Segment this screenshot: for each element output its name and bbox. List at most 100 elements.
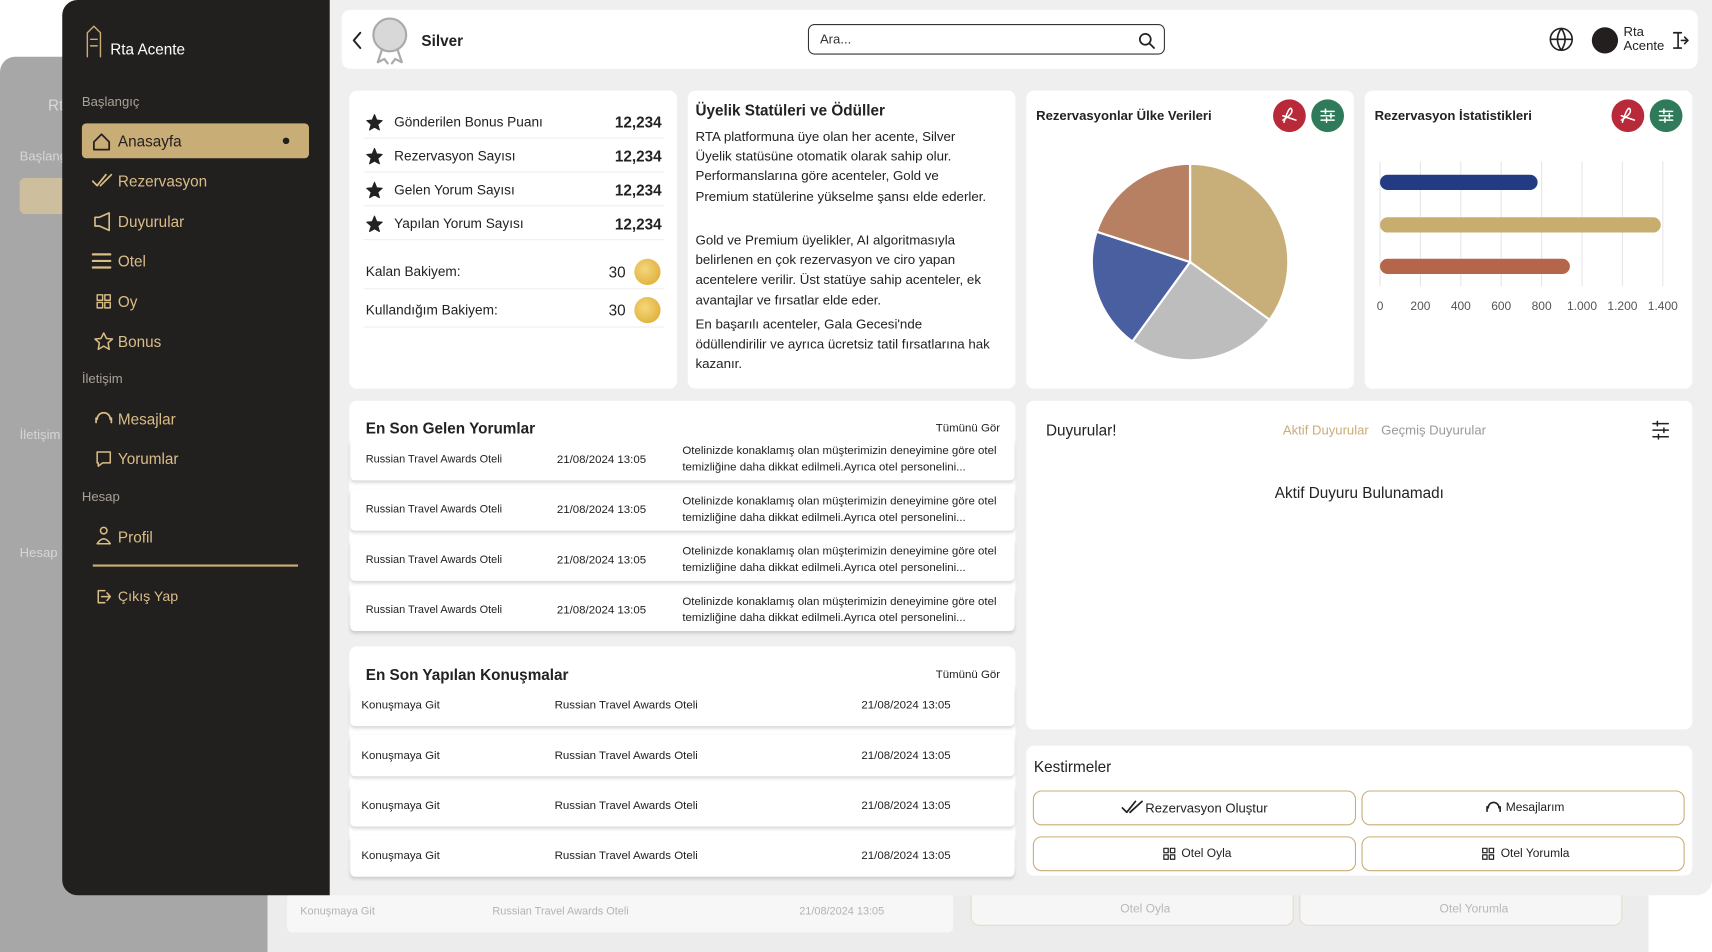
stat-value: 12,234 [614, 147, 662, 165]
stat-label: Gelen Yorum Sayısı [394, 182, 515, 198]
tab[interactable]: Aktif Duyurular [1282, 422, 1369, 438]
stat-separator [363, 137, 664, 139]
conversation-hotel: Russian Travel Awards Oteli [554, 748, 698, 763]
conversation-date: 21/08/2024 13:05 [861, 748, 951, 763]
balance-label: Kullandığım Bakiyem: [365, 302, 498, 318]
nav-item[interactable]: Otel [82, 243, 309, 278]
conversation-date: 21/08/2024 13:05 [861, 849, 951, 863]
nav-label: Duyurular [117, 212, 185, 231]
stat-value: 12,234 [614, 215, 662, 233]
shortcut-label: Otel Oyla [1181, 847, 1232, 861]
sidebar-divider [92, 564, 299, 567]
membership-card [687, 90, 1016, 389]
nav-item[interactable]: Rezervasyon [82, 164, 309, 199]
nav-label: Oy [117, 292, 138, 311]
membership-paragraph: En başarılı acenteler, Gala Gecesi'nde ö… [695, 316, 990, 372]
filter-button[interactable] [1649, 99, 1683, 133]
shortcut-button[interactable]: Rezervasyon Oluştur [1032, 790, 1357, 826]
see-all-link[interactable]: Tümünü Gör [935, 421, 1001, 435]
conversation-hotel: Russian Travel Awards Oteli [554, 799, 698, 813]
ghost-hotel: Russian Travel Awards Oteli [492, 905, 629, 918]
ghost-action: Konuşmaya Git [300, 905, 375, 918]
nav-label: Yorumlar [117, 449, 179, 468]
pdf-button[interactable] [1273, 99, 1306, 133]
comment-hotel: Russian Travel Awards Oteli [365, 453, 503, 466]
stat-value: 12,234 [614, 181, 662, 199]
conversation-action[interactable]: Konuşmaya Git [361, 799, 440, 813]
comment-hotel: Russian Travel Awards Oteli [365, 604, 503, 617]
comments-title: En Son Gelen Yorumlar [365, 419, 536, 437]
balance-separator [363, 288, 664, 290]
comment-text: Otelinizde konaklamış olan müşterimizin … [682, 544, 997, 574]
active-dot [282, 137, 290, 145]
comment-hotel: Russian Travel Awards Oteli [365, 503, 503, 516]
stat-label: Rezervasyon Sayısı [394, 148, 516, 164]
comment-row [350, 489, 1015, 531]
nav-item[interactable]: Mesajlar [82, 402, 309, 437]
comment-row [350, 438, 1015, 481]
chart-card [1026, 90, 1354, 389]
conversation-date: 21/08/2024 13:05 [861, 698, 951, 712]
logout-label: Çıkış Yap [117, 587, 179, 605]
nav-item[interactable]: Bonus [82, 324, 309, 359]
logout-item[interactable]: Çıkış Yap [82, 581, 309, 612]
stat-label: Gönderilen Bonus Puanı [394, 114, 543, 130]
conversation-date: 21/08/2024 13:05 [861, 799, 951, 813]
announcements-card [1026, 400, 1693, 730]
shortcut-button[interactable]: Otel Yorumla [1361, 836, 1685, 872]
shortcuts-title: Kestirmeler [1033, 757, 1112, 776]
filter-button[interactable] [1311, 99, 1345, 133]
nav-item[interactable]: Yorumlar [82, 441, 309, 476]
conversations-title: En Son Yapılan Konuşmalar [365, 665, 569, 684]
membership-paragraph: RTA platformuna üye olan her acente, Sil… [695, 128, 987, 204]
conversation-action[interactable]: Konuşmaya Git [361, 698, 440, 712]
nav-item[interactable]: Duyurular [82, 204, 309, 239]
comment-date: 21/08/2024 13:05 [556, 453, 647, 467]
membership-title: Üyelik Statüleri ve Ödüller [695, 101, 885, 120]
ghost-button-label: Otel Yorumla [1439, 902, 1509, 917]
comment-row [350, 539, 1015, 581]
shortcut-label: Rezervasyon Oluştur [1145, 800, 1268, 816]
balance-value: 30 [608, 301, 626, 319]
conversation-row [350, 785, 1015, 827]
nav-label: Mesajlar [117, 410, 176, 428]
search-placeholder: Ara... [819, 31, 852, 47]
conversation-row [350, 684, 1015, 727]
conversation-action[interactable]: Konuşmaya Git [361, 849, 440, 863]
shortcut-button[interactable]: Mesajlarım [1361, 790, 1685, 826]
ghost-section: İletişim [19, 426, 61, 443]
balance-separator [363, 326, 664, 328]
ghost-row [287, 893, 954, 933]
tab[interactable]: Geçmiş Duyurular [1381, 422, 1486, 438]
status-name: Silver [421, 31, 464, 50]
conversation-hotel: Russian Travel Awards Oteli [554, 698, 698, 712]
nav-section: İletişim [81, 371, 123, 387]
comment-date: 21/08/2024 13:05 [556, 503, 647, 517]
see-all-link[interactable]: Tümünü Gör [935, 668, 1001, 682]
user-name: Rta Acente [1623, 24, 1665, 54]
balance-label: Kalan Bakiyem: [365, 264, 461, 280]
nav-item[interactable]: Profil [82, 520, 309, 555]
stat-separator [363, 205, 664, 207]
nav-label: Otel [117, 252, 146, 270]
comment-text: Otelinizde konaklamış olan müşterimizin … [682, 444, 997, 474]
nav-label: Anasayfa [117, 132, 182, 150]
nav-section: Hesap [81, 489, 120, 505]
comment-row [350, 589, 1015, 632]
balance-value: 30 [608, 263, 626, 281]
ghost-date: 21/08/2024 13:05 [799, 905, 885, 918]
nav-item[interactable]: Oy [82, 284, 309, 319]
pdf-button[interactable] [1611, 99, 1645, 133]
conversation-row [350, 835, 1015, 877]
conversation-action[interactable]: Konuşmaya Git [361, 748, 440, 763]
shortcut-label: Mesajlarım [1505, 801, 1565, 815]
shortcut-button[interactable]: Otel Oyla [1032, 836, 1357, 872]
conversation-hotel: Russian Travel Awards Oteli [554, 849, 698, 863]
empty-message: Aktif Duyuru Bulunamadı [1274, 483, 1444, 502]
comment-hotel: Russian Travel Awards Oteli [365, 554, 503, 567]
nav-item[interactable]: Anasayfa [81, 123, 309, 159]
comment-date: 21/08/2024 13:05 [556, 603, 647, 617]
search-box[interactable]: Ara... [807, 24, 1165, 55]
chart-card [1364, 90, 1693, 389]
